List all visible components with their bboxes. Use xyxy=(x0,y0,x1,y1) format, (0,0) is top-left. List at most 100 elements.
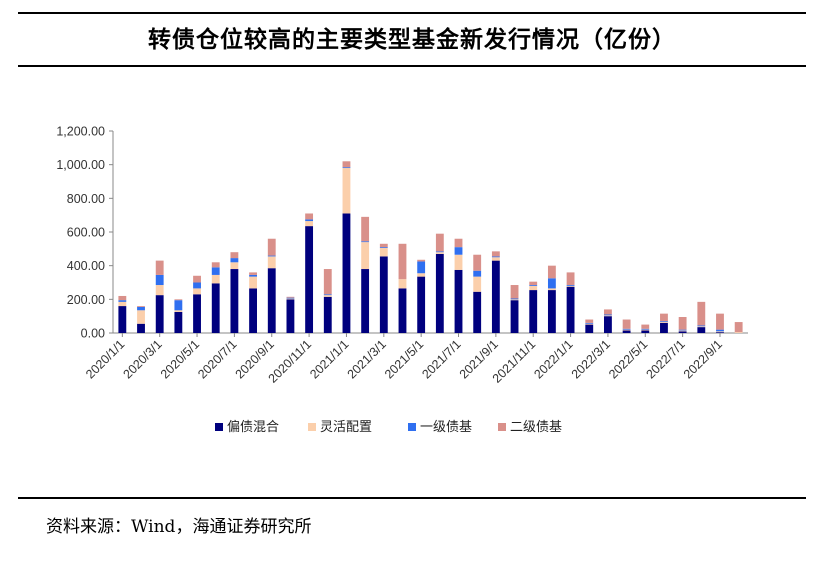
x-axis: 2020/1/12020/3/12020/5/12020/7/12020/9/1… xyxy=(83,332,748,386)
y-tick-label: 1,200.00 xyxy=(56,125,105,139)
legend-swatch xyxy=(498,423,506,431)
bar-segment-pianzhai xyxy=(305,226,314,333)
bar-segment-linghuo xyxy=(361,242,370,270)
bar-segment-yiji xyxy=(473,270,482,277)
x-tick-label: 2021/3/1 xyxy=(345,337,389,381)
page-title: 转债仓位较高的主要类型基金新发行情况（亿份） xyxy=(148,26,676,53)
bar-segment-pianzhai xyxy=(660,322,668,333)
x-tick-label: 2020/3/1 xyxy=(120,337,164,381)
bar-segment-erji xyxy=(305,213,314,220)
bar-segment-erji xyxy=(211,262,220,268)
x-tick-label: 2021/1/1 xyxy=(307,337,351,381)
bar-segment-pianzhai xyxy=(211,283,220,333)
y-tick-label: 0.00 xyxy=(81,327,105,341)
bar-segment-erji xyxy=(510,285,519,299)
bar-segment-erji xyxy=(622,319,631,329)
bar-segment-pianzhai xyxy=(249,288,257,333)
bar-segment-erji xyxy=(267,238,276,256)
y-tick-label: 200.00 xyxy=(67,293,105,307)
bar-segment-linghuo xyxy=(566,285,575,287)
bar-segment-linghuo xyxy=(641,329,650,331)
bar-segment-pianzhai xyxy=(286,299,295,333)
bar-segment-yiji xyxy=(193,282,201,289)
bar-segment-erji xyxy=(529,281,538,286)
bar-segment-pianzhai xyxy=(641,330,650,333)
bar-segment-pianzhai xyxy=(323,296,332,333)
bar-segment-yiji xyxy=(678,329,687,331)
y-tick-label: 400.00 xyxy=(67,259,105,273)
bar-segment-linghuo xyxy=(193,288,201,295)
legend: 偏债混合 灵活配置 一级债基 二级债基 xyxy=(215,420,562,435)
title-rule xyxy=(18,65,806,67)
bar-segment-pianzhai xyxy=(604,316,612,333)
bar-segment-linghuo xyxy=(454,254,463,270)
x-tick-label: 2020/1/1 xyxy=(83,337,127,381)
bar-segment-yiji xyxy=(118,300,127,302)
bar-segment-yiji xyxy=(249,274,257,277)
bar-segment-erji xyxy=(660,313,668,322)
bar-segment-yiji xyxy=(585,322,594,324)
bar-segment-yiji xyxy=(491,256,500,258)
bar-segment-linghuo xyxy=(118,301,127,307)
bar-segment-yiji xyxy=(342,167,351,169)
bar-segment-linghuo xyxy=(604,315,612,317)
bar-segment-pianzhai xyxy=(118,306,127,333)
stacked-bar-chart: 0.00 200.00 400.00 600.00 800.00 1,000.00 1,20… xyxy=(56,125,748,435)
x-tick-label: 2022/7/1 xyxy=(643,337,687,381)
bar-segment-linghuo xyxy=(267,256,276,269)
bar-segment-yiji xyxy=(137,306,145,311)
bar-segment-pianzhai xyxy=(454,269,463,333)
bar-segment-pianzhai xyxy=(193,294,201,333)
bar-segment-pianzhai xyxy=(417,276,426,333)
x-tick-label: 2022/3/1 xyxy=(569,337,613,381)
bar-segment-pianzhai xyxy=(230,269,239,333)
bar-segment-linghuo xyxy=(491,257,500,261)
bar-segment-pianzhai xyxy=(547,290,556,333)
x-tick-label: 2021/7/1 xyxy=(419,337,463,381)
bar-segment-yiji xyxy=(286,297,295,299)
bar-segment-erji xyxy=(342,161,351,168)
bar-segment-pianzhai xyxy=(585,324,594,333)
bar-segment-yiji xyxy=(230,258,239,263)
bar-segment-yiji xyxy=(454,247,463,255)
bar-segment-linghuo xyxy=(137,310,145,324)
bar-segment-yiji xyxy=(641,328,650,330)
bar-segment-pianzhai xyxy=(361,269,370,333)
bar-segment-linghuo xyxy=(547,288,556,291)
bar-segment-yiji xyxy=(547,278,556,289)
bar-segment-erji xyxy=(491,251,500,257)
bar-segment-erji xyxy=(379,243,388,248)
bar-segment-erji xyxy=(566,272,575,286)
x-tick-label: 2022/9/1 xyxy=(681,337,725,381)
bar-segment-linghuo xyxy=(510,299,519,301)
bar-segment-pianzhai xyxy=(398,288,407,333)
bar-segment-erji xyxy=(473,254,482,271)
bar-segment-erji xyxy=(734,322,743,333)
bar-segment-linghuo xyxy=(286,298,295,300)
bar-segment-linghuo xyxy=(473,276,482,292)
bar-segment-yiji xyxy=(267,255,276,257)
bar-segment-pianzhai xyxy=(435,253,444,333)
x-tick-label: 2020/5/1 xyxy=(158,337,202,381)
bar-segment-yiji xyxy=(510,298,519,300)
bar-segment-linghuo xyxy=(716,331,724,333)
bar-segment-linghuo xyxy=(249,276,257,289)
y-tick-label: 800.00 xyxy=(67,192,105,206)
bar-segment-yiji xyxy=(622,328,631,330)
x-tick-label: 2022/1/1 xyxy=(531,337,575,381)
bar-segment-erji xyxy=(454,238,463,248)
bar-segment-erji xyxy=(641,324,650,329)
bar-segment-erji xyxy=(249,272,257,275)
bar-segment-erji xyxy=(716,313,724,330)
bar-segment-pianzhai xyxy=(155,295,164,333)
bar-segment-linghuo xyxy=(174,310,183,312)
source-note: 资料来源：Wind，海通证券研究所 xyxy=(46,517,312,537)
bar-segment-erji xyxy=(230,252,239,259)
bar-segment-erji xyxy=(435,233,444,252)
bar-segment-linghuo xyxy=(211,274,220,284)
bar-segment-erji xyxy=(155,260,164,275)
bar-segment-yiji xyxy=(323,294,332,296)
bar-segment-linghuo xyxy=(622,329,631,331)
bar-segment-pianzhai xyxy=(510,300,519,333)
bar-segment-yiji xyxy=(155,274,164,286)
